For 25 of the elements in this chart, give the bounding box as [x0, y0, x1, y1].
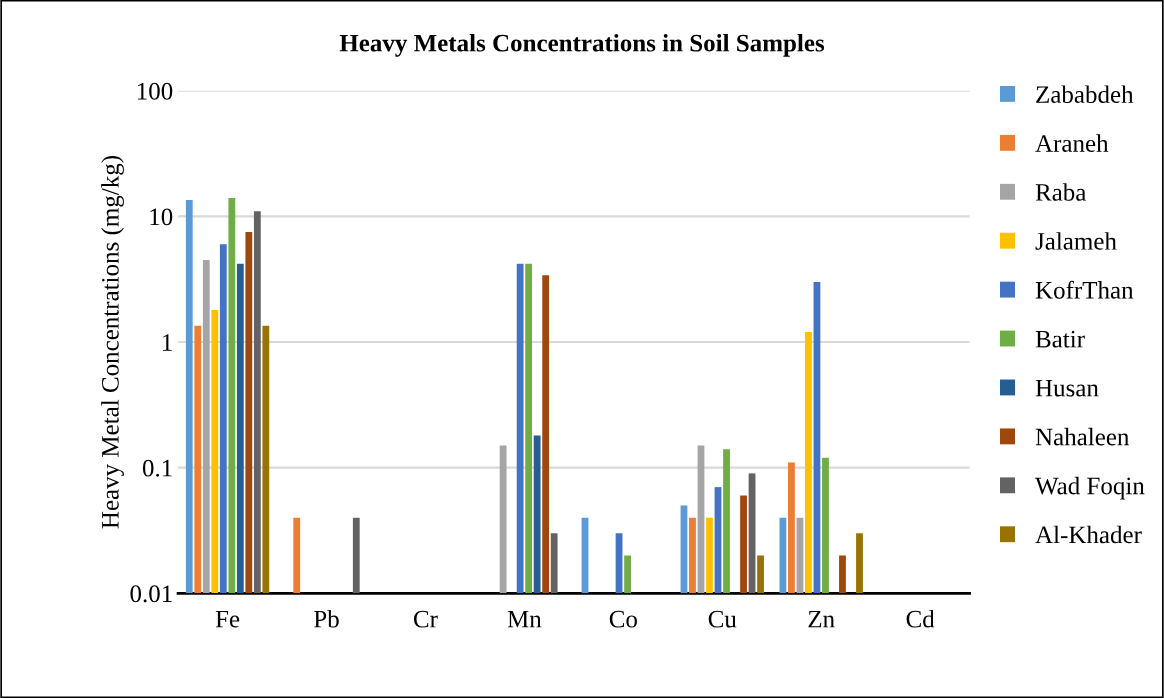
x-tick-label: Pb [314, 609, 339, 628]
legend-label: Batir [1035, 330, 1085, 348]
x-tick-label: Mn [507, 610, 542, 628]
x-tick-label: Fe [215, 610, 240, 628]
y-tick-label: 0.1 [142, 459, 172, 477]
x-tick-label: Cd [906, 609, 935, 628]
legend-label: Al-Khader [1035, 525, 1142, 544]
y-axis-title: Heavy Metal Concentrations (mg/kg) [101, 156, 124, 529]
legend-label: Husan [1035, 379, 1099, 397]
x-tick-label: Cu [708, 610, 737, 628]
y-tick-label: 10 [150, 208, 173, 226]
x-tick-label: Co [609, 610, 637, 628]
legend-label: Nahaleen [1035, 427, 1130, 446]
y-tick-label: 100 [137, 82, 173, 100]
legend-label: Araneh [1035, 134, 1109, 152]
legend-label: Wad Foqin [1035, 476, 1145, 500]
chart-title: Heavy Metals Concentrations in Soil Samples [339, 34, 825, 57]
x-tick-label: Cr [413, 610, 438, 628]
y-tick-label: 0.01 [130, 585, 172, 603]
legend-label: KofrThan [1035, 280, 1134, 299]
legend-label: Zababdeh [1036, 85, 1134, 103]
legend-label: Jalameh [1035, 232, 1117, 250]
x-tick-label: Zn [808, 610, 835, 628]
y-tick-label: 1 [162, 334, 172, 351]
legend-label: Raba [1035, 183, 1087, 201]
